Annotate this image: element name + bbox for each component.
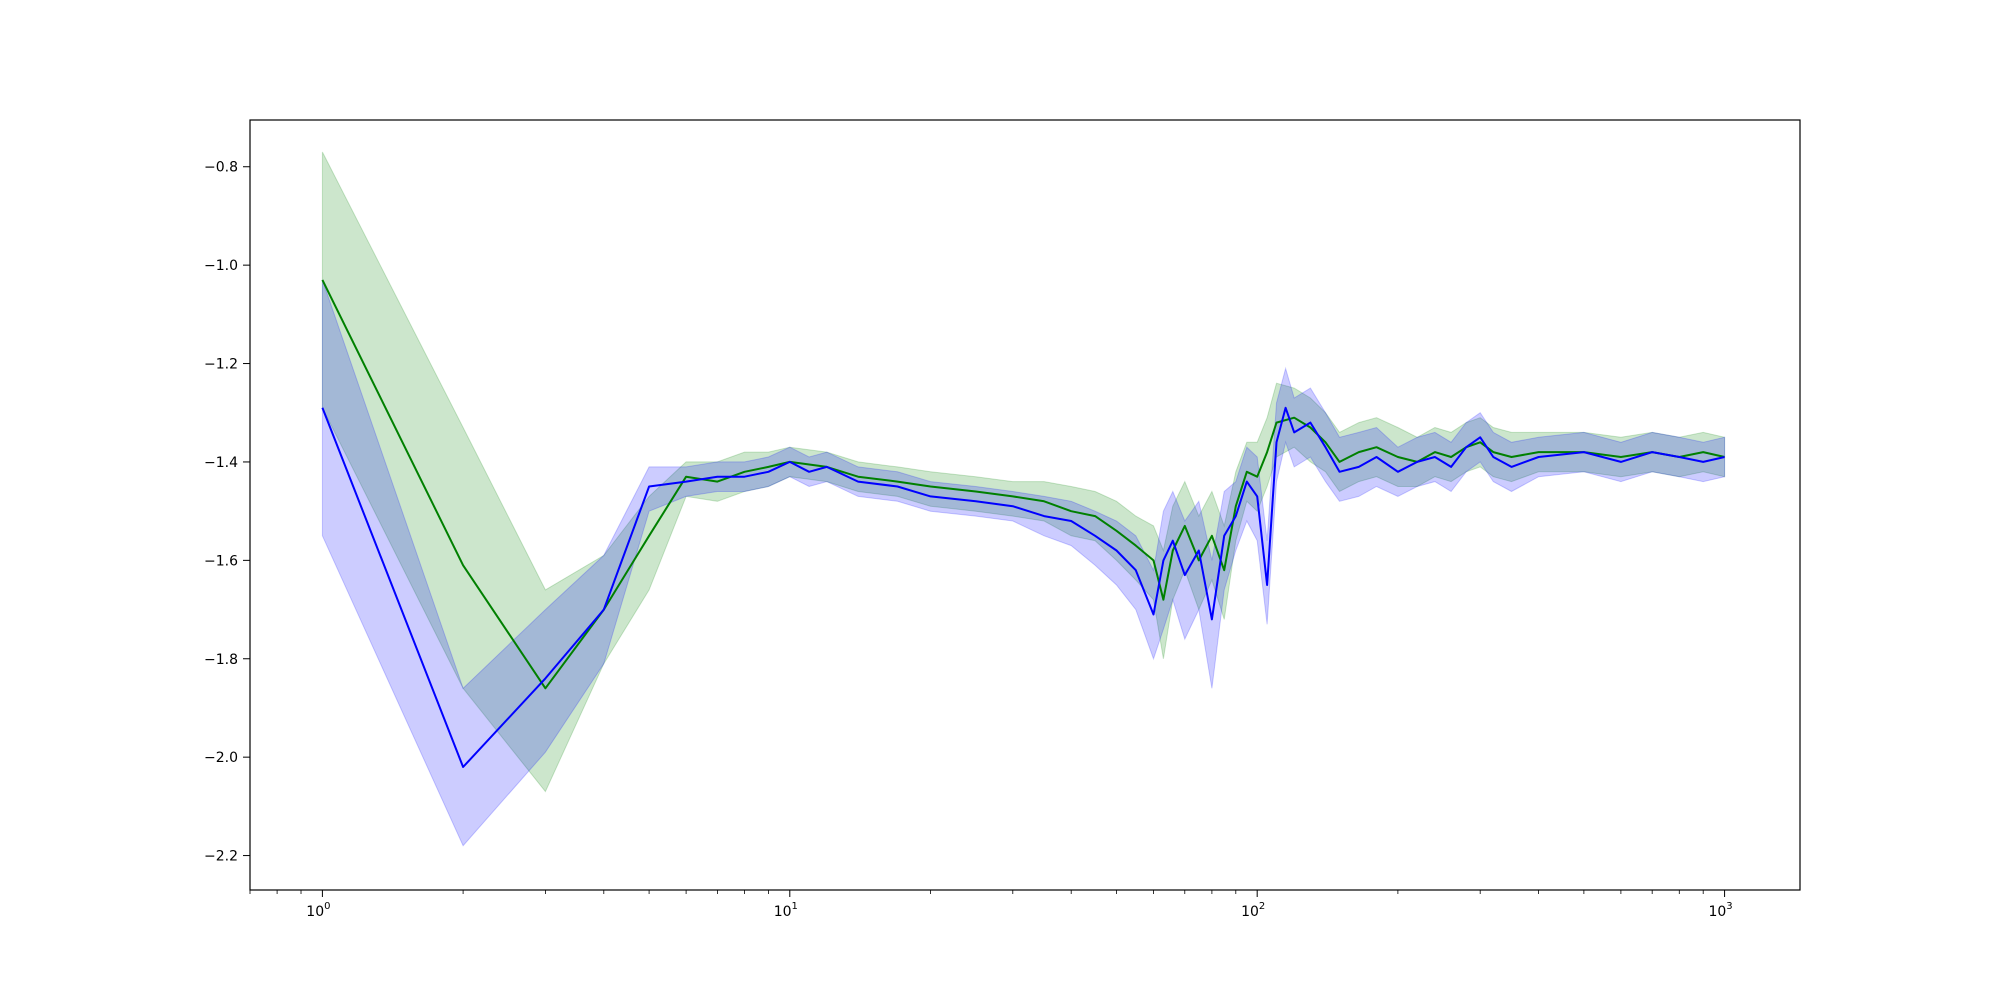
y-tick-label: −1.2 [204,357,238,373]
series-1-band [321,151,1726,793]
y-tick-label: −2.0 [204,750,238,766]
series-lines [321,279,1725,768]
y-axis: −0.8 −1.0 −1.2 −1.4 −1.6 −1.8 −2.0 −2.2 [204,160,250,865]
y-tick-label: −1.8 [204,652,238,668]
plot-frame [249,119,1801,891]
confidence-bands [321,151,1726,847]
y-tick-label: −1.4 [204,455,238,471]
y-tick-label: −1.6 [204,553,238,569]
x-axis: 100 101 102 103 [249,890,1733,920]
y-tick-label: −2.2 [204,849,238,865]
series-2-band [321,279,1726,847]
y-tick-label: −1.0 [204,258,238,274]
series-2-line [321,406,1725,768]
y-tick-label: −0.8 [204,160,238,176]
